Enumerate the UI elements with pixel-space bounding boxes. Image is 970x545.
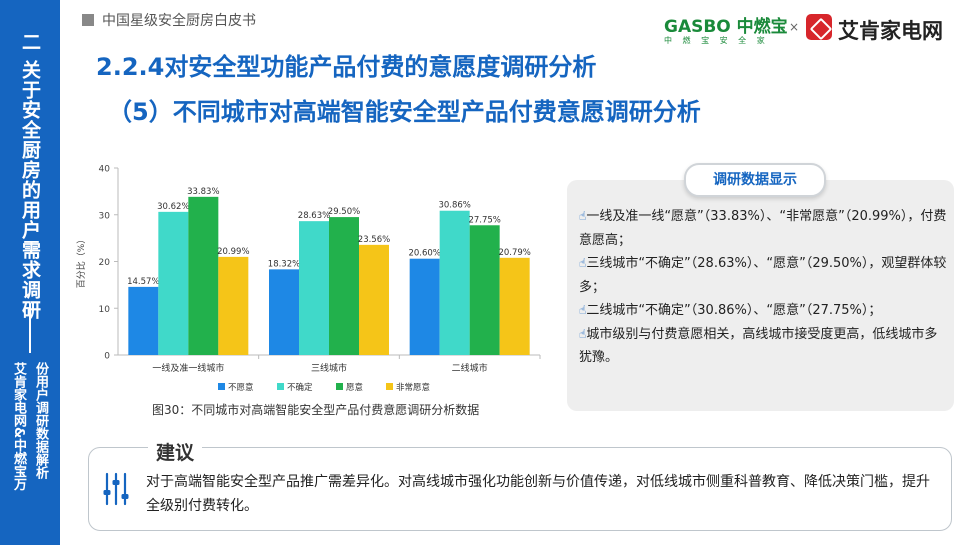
finding-item: ☝城市级别与付费意愿相关，高线城市接受度更高，低线城市多犹豫。: [579, 326, 938, 366]
sidebar-divider: [29, 303, 31, 353]
aiken-logo-icon: [806, 14, 832, 40]
logo-separator: ×: [789, 20, 800, 34]
gasbo-logo: GASBO 中燃宝 中 燃 宝 安 全 家: [664, 17, 788, 45]
data-label: 20.79%: [498, 248, 530, 258]
advice-text: 对于高端智能安全型产品推广需差异化。对高线城市强化功能创新与价值传递，对低线城市…: [146, 474, 930, 514]
aiken-logo-text: 艾肯家电网: [838, 19, 943, 43]
data-label: 28.63%: [298, 211, 330, 221]
data-label: 33.83%: [187, 187, 219, 197]
advice-box: [88, 447, 952, 531]
legend-swatch: [218, 383, 225, 390]
data-label: 27.75%: [468, 215, 500, 225]
bar: [299, 221, 329, 355]
data-label: 20.60%: [408, 249, 440, 259]
y-tick-label: 30: [99, 211, 111, 221]
advice-title: 建议: [148, 438, 203, 465]
finding-item: ☝三线城市“不确定”（28.63%）、“愿意”（29.50%），观望群体较多；: [579, 256, 947, 295]
sidebar-subtitle: 份用户调研数据解析 艾肯家电网&中燃宝万: [8, 362, 50, 490]
y-tick-label: 40: [99, 165, 111, 175]
pointing-hand-icon: ☝: [579, 303, 587, 317]
findings-panel: [567, 180, 954, 411]
y-tick-label: 0: [104, 352, 110, 362]
data-label: 20.99%: [217, 247, 249, 257]
bar: [128, 286, 159, 355]
legend-swatch: [386, 383, 393, 390]
legend-label: 不愿意: [228, 382, 254, 393]
data-label: 14.57%: [127, 277, 159, 287]
sliders-icon: [103, 472, 129, 506]
findings-list: ☝一线及准一线“愿意”（33.83%）、“非常愿意”（20.99%），付费意愿高…: [579, 205, 949, 370]
pointing-hand-icon: ☝: [579, 326, 587, 341]
y-tick-label: 20: [99, 258, 111, 268]
finding-item: ☝二线城市“不确定”（30.86%）、“愿意”（27.75%）；: [579, 303, 882, 318]
legend-label: 不确定: [287, 382, 313, 393]
pointing-hand-icon: ☝: [579, 256, 587, 270]
x-tick-label: 二线城市: [452, 362, 488, 374]
bar: [439, 210, 470, 355]
bar-chart: 0 10 20 30 40 百分比（%） 14.57% 30.62% 33.83% 20.99% 一…: [75, 165, 541, 393]
data-label: 23.56%: [358, 235, 390, 245]
bar: [188, 196, 219, 355]
legend-label: 非常愿意: [396, 382, 430, 393]
finding-item: ☝一线及准一线“愿意”（33.83%）、“非常愿意”（20.99%），付费意愿高…: [579, 209, 947, 248]
sidebar-subtitle-col2: 份用户调研数据解析: [33, 362, 48, 479]
bar: [158, 211, 189, 355]
data-label: 29.50%: [328, 207, 360, 217]
legend-label: 愿意: [346, 382, 363, 393]
findings-tag: 调研数据显示: [684, 163, 826, 197]
bar: [409, 258, 440, 355]
document-title: 中国星级安全厨房白皮书: [102, 13, 256, 29]
data-label: 30.86%: [438, 201, 470, 211]
bar: [469, 225, 500, 355]
data-label: 18.32%: [268, 259, 300, 269]
figure-caption: 图30：不同城市对高端智能安全型产品付费意愿调研分析数据: [152, 403, 480, 417]
sidebar-title: 二 关于安全厨房的用户需求调研: [19, 32, 41, 320]
y-axis-label: 百分比（%）: [75, 235, 87, 289]
section-heading: 2.2.4对安全型功能产品付费的意愿度调研分析: [96, 53, 597, 81]
pointing-hand-icon: ☝: [579, 209, 587, 223]
bar: [269, 269, 299, 355]
x-tick-label: 三线城市: [311, 362, 347, 374]
legend-swatch: [277, 383, 284, 390]
sidebar-subtitle-col1: 艾肯家电网&中燃宝万: [11, 362, 26, 491]
legend-swatch: [336, 383, 343, 390]
sidebar: 二 关于安全厨房的用户需求调研 份用户调研数据解析 艾肯家电网&中燃宝万: [0, 0, 60, 545]
header-square-icon: [82, 14, 94, 26]
data-label: 30.62%: [157, 202, 189, 212]
x-tick-label: 一线及准一线城市: [152, 362, 224, 374]
bar: [329, 217, 359, 355]
subsection-heading: （5）不同城市对高端智能安全型产品付费意愿调研分析: [108, 98, 701, 126]
bar: [218, 256, 249, 355]
y-tick-label: 10: [99, 305, 111, 315]
bar: [359, 244, 389, 355]
bar: [499, 257, 530, 355]
